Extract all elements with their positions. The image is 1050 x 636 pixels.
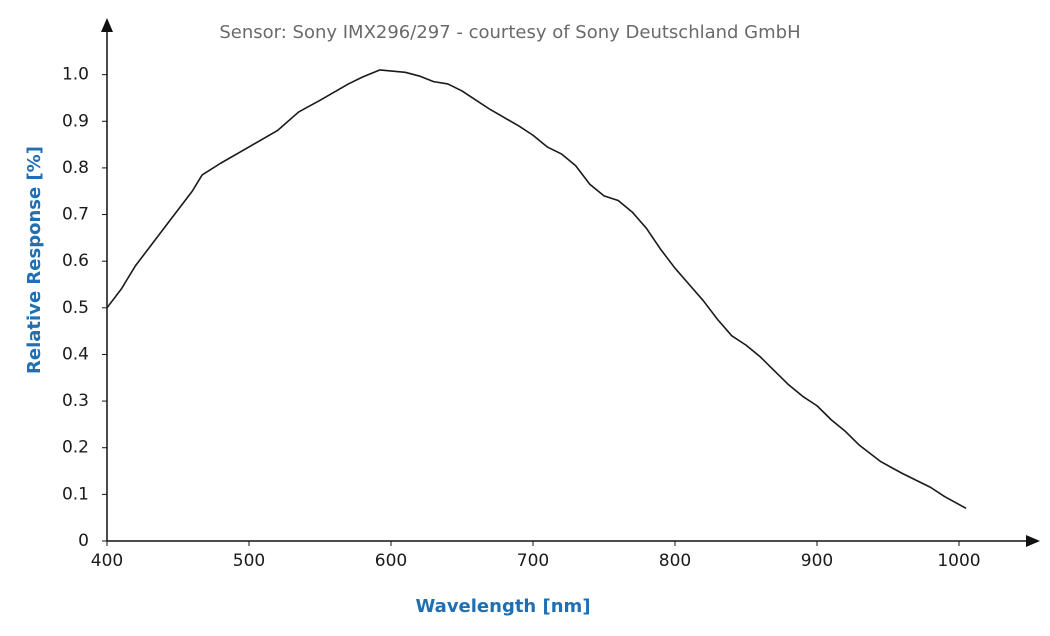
x-axis-arrow xyxy=(1026,535,1040,547)
x-axis-label: Wavelength [nm] xyxy=(415,596,590,617)
x-tick-label: 800 xyxy=(659,551,691,571)
y-tick-label: 1.0 xyxy=(62,65,89,85)
y-tick-label: 0.2 xyxy=(62,438,89,458)
y-tick-label: 0.3 xyxy=(62,391,89,411)
x-tick-label: 400 xyxy=(91,551,123,571)
y-tick-label: 0.1 xyxy=(62,484,89,504)
y-tick-label: 0 xyxy=(78,531,89,551)
y-tick-label: 0.6 xyxy=(62,251,89,271)
x-tick-label: 900 xyxy=(801,551,833,571)
y-axis-label: Relative Response [%] xyxy=(24,146,45,374)
y-tick-label: 0.5 xyxy=(62,298,89,318)
y-tick-label: 0.4 xyxy=(62,344,89,364)
y-tick-label: 0.9 xyxy=(62,111,89,131)
response-line xyxy=(106,69,967,510)
x-tick-label: 700 xyxy=(517,551,549,571)
x-tick-label: 1000 xyxy=(937,551,980,571)
y-tick-label: 0.7 xyxy=(62,205,89,225)
y-tick-label: 0.8 xyxy=(62,158,89,178)
y-axis-arrow xyxy=(101,18,113,32)
x-tick-label: 500 xyxy=(233,551,265,571)
chart-title: Sensor: Sony IMX296/297 - courtesy of So… xyxy=(219,22,800,43)
x-tick-label: 600 xyxy=(375,551,407,571)
